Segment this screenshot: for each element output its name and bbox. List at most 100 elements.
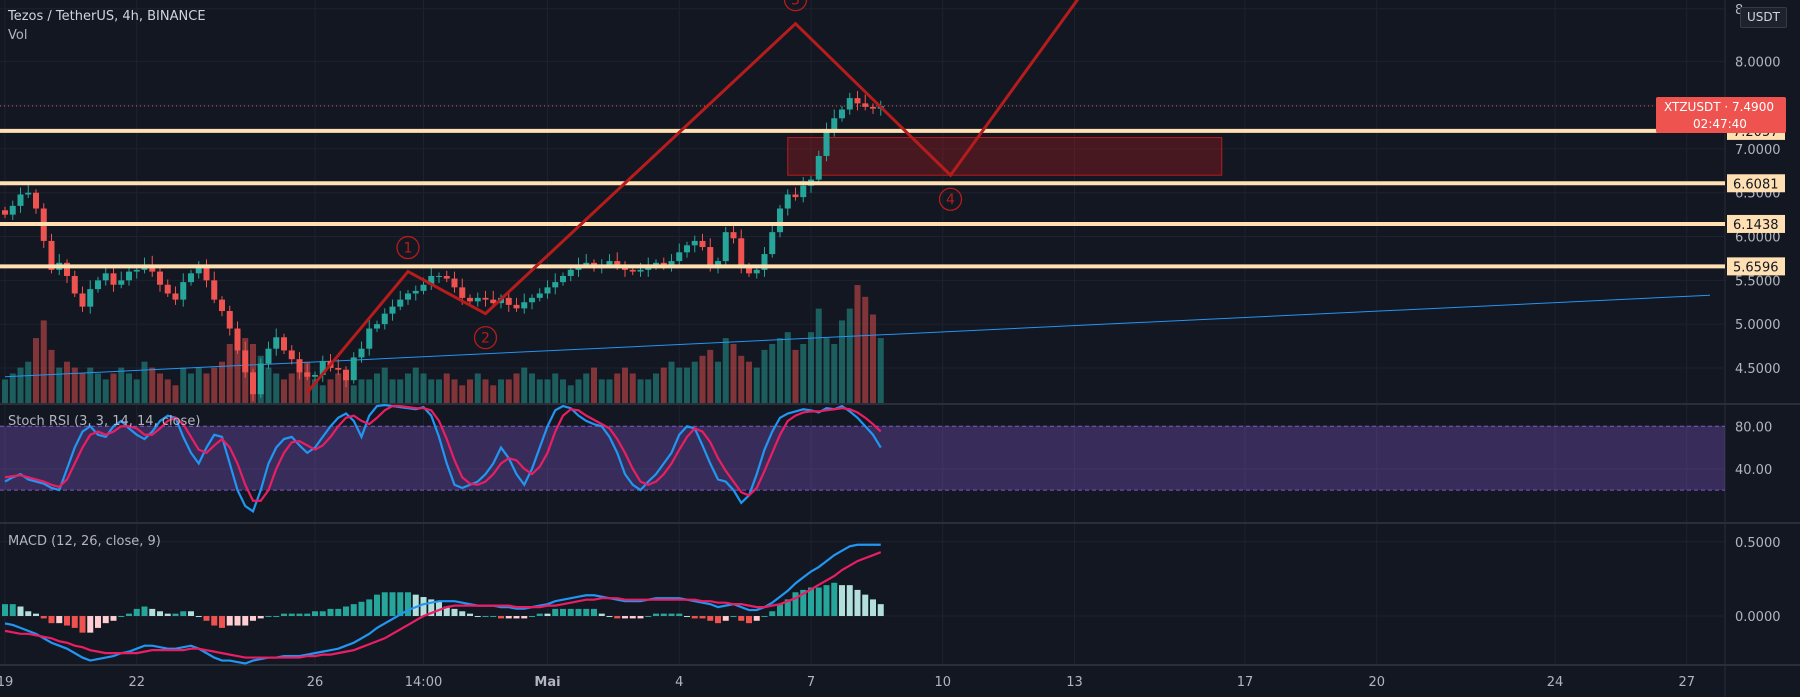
volume-bar bbox=[25, 361, 32, 403]
macd-histogram-bar bbox=[784, 599, 791, 617]
candle-body bbox=[815, 155, 822, 180]
macd-histogram-bar bbox=[95, 616, 101, 628]
candle-body bbox=[420, 284, 427, 291]
candle-body bbox=[831, 118, 838, 130]
time-axis-tick: 19 bbox=[0, 675, 13, 690]
macd-histogram-bar bbox=[808, 587, 814, 617]
volume-bar bbox=[366, 379, 373, 403]
price-badge[interactable] bbox=[1656, 97, 1786, 134]
symbol-title[interactable]: Tezos / TetherUS, 4h, BINANCE bbox=[8, 9, 206, 24]
candle-body bbox=[823, 129, 830, 156]
macd-histogram-bar bbox=[699, 616, 706, 619]
macd-histogram-bar bbox=[598, 613, 605, 617]
currency-badge[interactable]: USDT bbox=[1740, 7, 1787, 28]
volume-bar bbox=[761, 349, 768, 403]
volume-bar bbox=[304, 361, 311, 403]
volume-bar bbox=[583, 373, 590, 403]
volume-bar bbox=[831, 344, 838, 403]
volume-bar bbox=[513, 373, 520, 403]
trend-line[interactable] bbox=[4, 294, 1711, 378]
macd-histogram-bar bbox=[110, 616, 117, 621]
level-label: 6.6081 bbox=[1733, 177, 1779, 192]
volume-bar bbox=[164, 379, 171, 403]
candle-body bbox=[839, 109, 845, 119]
price-axis-tick: 6.0000 bbox=[1735, 231, 1781, 246]
volume-bar bbox=[79, 373, 86, 403]
candle-body bbox=[862, 103, 869, 107]
candle-body bbox=[784, 194, 791, 209]
volume-bar bbox=[172, 385, 179, 403]
volume-bar bbox=[397, 379, 404, 403]
volume-bar bbox=[722, 338, 729, 403]
candle-body bbox=[133, 269, 140, 272]
elliott-wave-path[interactable] bbox=[306, 0, 1090, 394]
volume-bar bbox=[118, 367, 125, 403]
macd-histogram-bar bbox=[64, 616, 70, 626]
volume-bar bbox=[784, 332, 791, 403]
macd-histogram-bar bbox=[792, 592, 799, 617]
volume-bar bbox=[715, 361, 721, 403]
candle-body bbox=[544, 287, 551, 294]
volume-bar bbox=[343, 379, 349, 403]
macd-histogram-bar bbox=[614, 616, 621, 619]
volume-bar bbox=[327, 379, 334, 403]
macd-histogram-bar bbox=[412, 594, 419, 617]
volume-bar bbox=[33, 338, 39, 403]
volume-bar bbox=[126, 373, 132, 403]
candle-body bbox=[583, 262, 590, 265]
stoch-k-line bbox=[4, 403, 882, 514]
candle-body bbox=[552, 282, 559, 288]
macd-histogram-bar bbox=[730, 616, 737, 618]
volume-bar bbox=[335, 373, 342, 403]
macd-histogram-bar bbox=[505, 616, 512, 619]
volume-bar bbox=[668, 361, 675, 403]
macd-histogram-bar bbox=[374, 594, 380, 617]
volume-bar bbox=[707, 349, 714, 403]
candle-body bbox=[95, 280, 101, 290]
macd-histogram-bar bbox=[250, 616, 256, 621]
macd-histogram-bar bbox=[257, 616, 264, 619]
candle-body bbox=[792, 194, 799, 198]
price-axis-tick: 8.0000 bbox=[1735, 55, 1781, 70]
candle-body bbox=[118, 280, 125, 285]
candle-body bbox=[374, 324, 380, 329]
volume-bar bbox=[312, 379, 318, 403]
volume-bar bbox=[459, 385, 466, 403]
wave-label: 2 bbox=[481, 331, 490, 347]
macd-histogram-bar bbox=[823, 585, 830, 617]
volume-bar bbox=[87, 367, 94, 403]
volume-bar bbox=[536, 379, 543, 403]
time-axis-tick: 7 bbox=[807, 675, 815, 690]
macd-histogram-bar bbox=[219, 616, 225, 628]
macd-histogram-bar bbox=[777, 604, 783, 617]
candle-body bbox=[381, 313, 388, 325]
candle-body bbox=[110, 273, 117, 285]
candle-body bbox=[242, 350, 249, 373]
candle-body bbox=[691, 240, 698, 246]
volume-bar bbox=[676, 367, 683, 403]
volume-bar bbox=[273, 373, 280, 403]
target-zone[interactable] bbox=[787, 137, 1223, 176]
macd-histogram-bar bbox=[560, 608, 566, 617]
level-label: 6.1438 bbox=[1733, 218, 1779, 233]
candle-body bbox=[529, 297, 535, 303]
macd-histogram-bar bbox=[149, 608, 156, 617]
macd-histogram-bar bbox=[9, 604, 16, 617]
volume-bar bbox=[467, 379, 473, 403]
time-axis-tick: 20 bbox=[1368, 675, 1385, 690]
volume-bar bbox=[614, 373, 621, 403]
volume-bar bbox=[56, 367, 63, 403]
macd-histogram-bar bbox=[474, 616, 481, 618]
volume-bar bbox=[567, 385, 574, 403]
volume-bar bbox=[629, 373, 636, 403]
candle-body bbox=[180, 282, 187, 300]
candle-body bbox=[405, 293, 411, 300]
macd-histogram-bar bbox=[48, 616, 55, 624]
volume-bar bbox=[529, 373, 535, 403]
candle-body bbox=[281, 337, 287, 351]
candle-body bbox=[676, 252, 683, 262]
time-axis-tick: Mai bbox=[534, 675, 560, 690]
candle-body bbox=[358, 348, 365, 358]
volume-bar bbox=[211, 367, 218, 403]
